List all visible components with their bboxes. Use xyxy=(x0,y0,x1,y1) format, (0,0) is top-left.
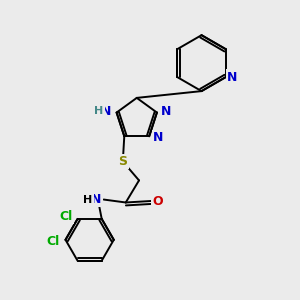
Text: N: N xyxy=(153,131,163,144)
Text: S: S xyxy=(118,155,127,168)
Text: Cl: Cl xyxy=(46,235,60,248)
Text: H: H xyxy=(83,194,93,205)
Text: O: O xyxy=(152,194,163,208)
Text: N: N xyxy=(160,105,171,118)
Text: N: N xyxy=(101,105,112,118)
Text: Cl: Cl xyxy=(59,210,72,223)
Text: H: H xyxy=(94,106,104,116)
Text: N: N xyxy=(227,70,237,84)
Text: N: N xyxy=(91,193,101,206)
